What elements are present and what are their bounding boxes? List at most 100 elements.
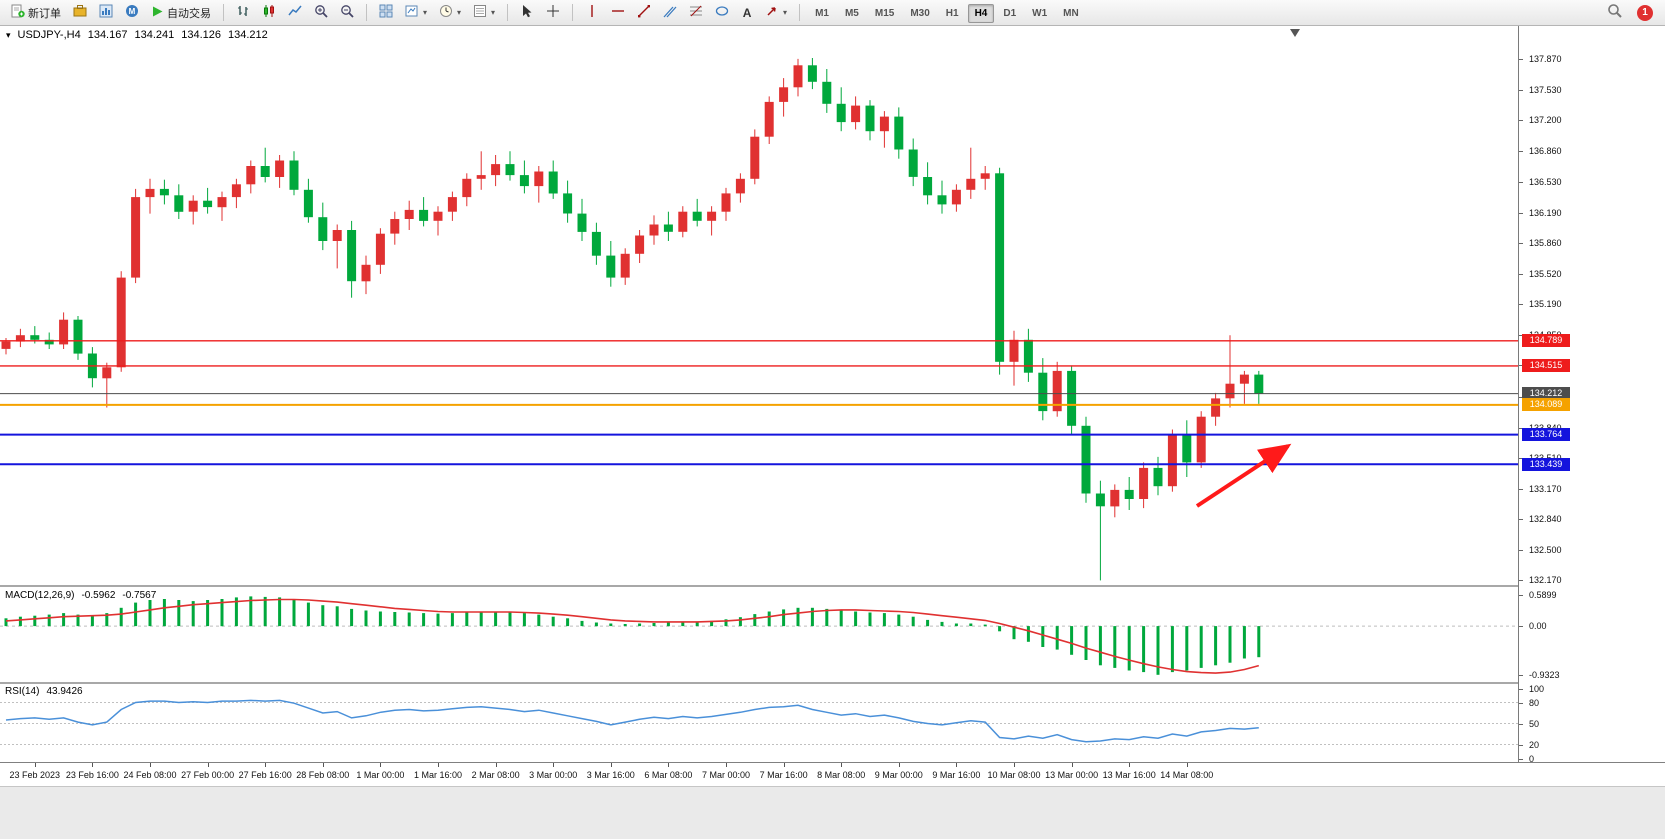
rsi-indicator-chart[interactable] xyxy=(0,685,1518,762)
ohlc-bars-button[interactable] xyxy=(231,2,255,23)
fibonacci-button[interactable] xyxy=(684,2,708,23)
candle xyxy=(548,160,558,199)
price-level-badge[interactable]: 134.515 xyxy=(1522,359,1570,373)
shapes-button[interactable] xyxy=(710,2,734,23)
cursor-button[interactable] xyxy=(515,2,539,23)
tile-windows-button[interactable] xyxy=(374,2,398,23)
candle xyxy=(865,100,875,141)
metaquotes-button[interactable]: M xyxy=(120,2,144,23)
price-axis-label: 133.840 xyxy=(1529,422,1562,434)
candle xyxy=(1167,429,1177,492)
time-axis-label: 10 Mar 08:00 xyxy=(987,770,1041,780)
dropdown-arrow-icon: ▾ xyxy=(783,8,788,17)
new-order-button[interactable]: 新订单 xyxy=(6,2,66,23)
timeframe-m15-button[interactable]: M15 xyxy=(868,4,901,23)
candle xyxy=(447,191,457,221)
vertical-line-button[interactable] xyxy=(580,2,604,23)
candle xyxy=(980,166,990,190)
price-level-badge[interactable]: 134.212 xyxy=(1522,387,1570,401)
candlestick-button[interactable] xyxy=(257,2,281,23)
timeframe-h4-button[interactable]: H4 xyxy=(967,3,995,23)
text-icon: A xyxy=(742,5,752,20)
timeframe-m5-button[interactable]: M5 xyxy=(838,4,866,23)
crosshair-button[interactable] xyxy=(541,2,565,23)
chart-close-value: 134.212 xyxy=(228,29,268,41)
search-button[interactable] xyxy=(1602,2,1628,23)
notification-badge[interactable]: 1 xyxy=(1637,4,1653,21)
macd-indicator-chart[interactable] xyxy=(0,588,1518,682)
search-icon xyxy=(1607,3,1623,22)
candle xyxy=(289,151,299,196)
line-chart-button[interactable] xyxy=(283,2,307,23)
chart-dropdown-icon[interactable]: ▾ xyxy=(6,29,11,40)
new-chart-button[interactable]: ▾ xyxy=(400,2,432,23)
text-button[interactable]: A xyxy=(736,2,758,23)
timeframe-m30-button[interactable]: M30 xyxy=(903,4,936,23)
macd-histogram-bar xyxy=(738,617,742,627)
templates-button[interactable]: ▾ xyxy=(468,2,500,23)
trendline-button[interactable] xyxy=(632,2,656,23)
channel-button[interactable] xyxy=(658,2,682,23)
candle xyxy=(692,198,702,227)
macd-histogram-bar xyxy=(450,613,454,627)
market-watch-icon xyxy=(99,4,113,21)
arrows-icon xyxy=(765,4,779,21)
time-axis-label: 13 Mar 00:00 xyxy=(1045,770,1099,780)
chart-window[interactable]: ▾ USDJPY-,H4 134.167 134.241 134.126 134… xyxy=(0,26,1665,839)
macd-histogram-bar xyxy=(436,613,440,627)
timeframe-w1-button[interactable]: W1 xyxy=(1025,4,1054,23)
chart-low-value: 134.126 xyxy=(181,29,221,41)
macd-histogram-bar xyxy=(695,621,699,627)
timeframe-d1-button[interactable]: D1 xyxy=(996,4,1023,23)
toolbar-separator xyxy=(366,4,367,21)
toolbar-separator xyxy=(572,4,574,21)
profiles-button[interactable]: ▾ xyxy=(434,2,466,23)
pane-splitter[interactable] xyxy=(0,585,1665,588)
candle xyxy=(894,107,904,159)
arrows-button[interactable]: ▾ xyxy=(760,2,792,23)
candle xyxy=(505,151,515,181)
horizontal-line-button[interactable] xyxy=(606,2,630,23)
candle xyxy=(1095,480,1105,581)
price-level-badge[interactable]: 134.089 xyxy=(1522,398,1570,412)
zoom-out-button[interactable] xyxy=(335,2,359,23)
candlestick-icon xyxy=(262,4,276,21)
candle xyxy=(620,248,630,285)
price-level-badge[interactable]: 133.764 xyxy=(1522,428,1570,442)
candle xyxy=(131,188,141,284)
timeframe-group: M1 M5 M15 M30 H1 H4 D1 W1 MN xyxy=(807,3,1087,23)
zoom-in-button[interactable] xyxy=(309,2,333,23)
candle xyxy=(879,111,889,148)
chart-shift-icon[interactable] xyxy=(1290,29,1300,37)
candle xyxy=(116,271,126,372)
macd-histogram-bar xyxy=(724,619,728,627)
macd-histogram-bar xyxy=(249,596,253,627)
candle xyxy=(937,180,947,214)
timeframe-h1-button[interactable]: H1 xyxy=(939,4,966,23)
macd-histogram-bar xyxy=(1098,626,1102,666)
main-price-chart[interactable] xyxy=(0,26,1518,585)
price-level-badge[interactable]: 134.789 xyxy=(1522,334,1570,348)
candle xyxy=(1110,484,1120,518)
time-axis-label: 3 Mar 00:00 xyxy=(529,770,578,780)
market-watch-button[interactable] xyxy=(94,2,118,23)
time-axis-label: 27 Feb 00:00 xyxy=(181,770,235,780)
candle xyxy=(563,180,573,223)
timeframe-m1-button[interactable]: M1 xyxy=(808,4,836,23)
pane-splitter[interactable] xyxy=(0,682,1665,685)
price-level-badge[interactable]: 133.439 xyxy=(1522,457,1570,471)
trend-arrow[interactable] xyxy=(1195,443,1292,508)
macd-histogram-bar xyxy=(796,607,800,627)
profiles-icon xyxy=(439,4,453,21)
timeframe-mn-button[interactable]: MN xyxy=(1056,4,1086,23)
time-axis[interactable]: 23 Feb 2023 23 Feb 16:00 24 Feb 08:00 27 Fe… xyxy=(0,762,1665,786)
autotrading-button[interactable]: 自动交易 xyxy=(146,2,216,23)
macd-histogram-bar xyxy=(839,610,843,627)
macd-histogram-bar xyxy=(566,618,570,627)
toolbox-button[interactable] xyxy=(68,2,92,23)
candle xyxy=(303,178,313,223)
macd-label: MACD(12,26,9) xyxy=(5,590,75,601)
macd-histogram-bar xyxy=(4,618,8,627)
price-axis[interactable]: 137.870 137.530 137.200 136.860 136.530 136.1… xyxy=(1518,26,1665,764)
candle xyxy=(995,167,1005,375)
